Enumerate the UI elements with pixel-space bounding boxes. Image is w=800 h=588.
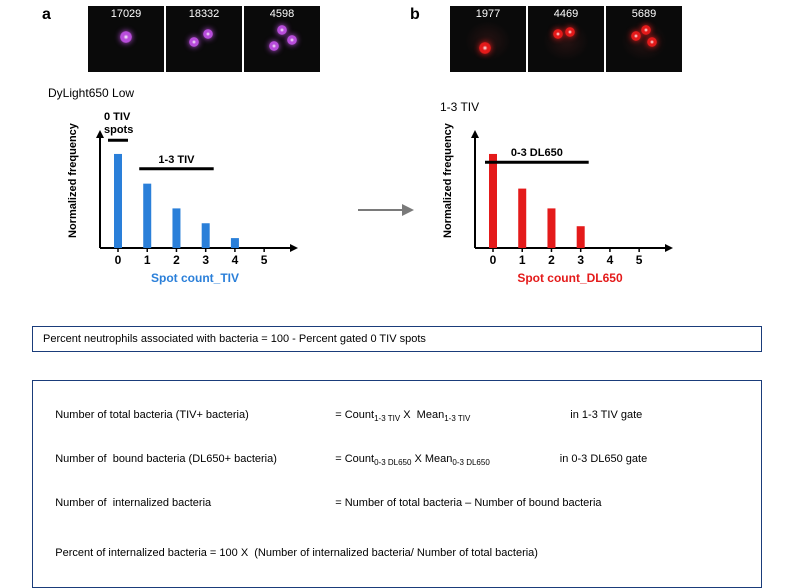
- microscopy-image-id: 17029: [111, 8, 142, 20]
- svg-text:3: 3: [202, 253, 209, 267]
- fluorescent-spot: [277, 25, 287, 35]
- fluorescent-spot: [565, 27, 575, 37]
- microscopy-image-id: 5689: [632, 8, 656, 20]
- formula2-line2: Number of bound bacteria (DL650+ bacteri…: [43, 441, 751, 479]
- svg-text:0: 0: [115, 253, 122, 267]
- formula-box-1: Percent neutrophils associated with bact…: [32, 326, 762, 352]
- svg-text:2: 2: [173, 253, 180, 267]
- fluorescent-spot: [553, 29, 563, 39]
- svg-text:0: 0: [490, 253, 497, 267]
- svg-text:2: 2: [548, 253, 555, 267]
- microscopy-image-id: 18332: [189, 8, 220, 20]
- formula2-line4: Percent of internalized bacteria = 100 X…: [43, 535, 751, 571]
- svg-text:4: 4: [607, 253, 614, 267]
- microscopy-image: 4469: [528, 6, 604, 72]
- microscopy-image: 4598: [244, 6, 320, 72]
- microscopy-image-id: 4598: [270, 8, 294, 20]
- svg-text:1: 1: [144, 253, 151, 267]
- svg-text:0-3 DL650: 0-3 DL650: [511, 147, 563, 159]
- fluorescent-spot: [189, 37, 199, 47]
- fluorescent-spot: [479, 42, 491, 54]
- cell-outline: [465, 21, 511, 61]
- fluorescent-spot: [631, 31, 641, 41]
- panel-a-condition: DyLight650 Low: [48, 86, 134, 100]
- formula2-line3: Number of internalized bacteria= Number …: [43, 485, 751, 521]
- formula2-line1: Number of total bacteria (TIV+ bacteria)…: [43, 397, 751, 435]
- microscopy-image-id: 4469: [554, 8, 578, 20]
- svg-text:1: 1: [519, 253, 526, 267]
- microscopy-image: 1977: [450, 6, 526, 72]
- chart-b: Normalized frequency012345Spot count_DL6…: [435, 118, 675, 268]
- microscopy-image: 18332: [166, 6, 242, 72]
- svg-text:Normalized frequency: Normalized frequency: [67, 122, 79, 238]
- microscopy-image-id: 1977: [476, 8, 500, 20]
- svg-text:4: 4: [232, 253, 239, 267]
- svg-text:1-3 TIV: 1-3 TIV: [158, 154, 195, 166]
- microscopy-image: 17029: [88, 6, 164, 72]
- chart-a: Normalized frequency012345Spot count_TIV…: [60, 118, 300, 268]
- fluorescent-spot: [120, 31, 132, 43]
- arrow-icon: [358, 200, 418, 225]
- formula-box-2: Number of total bacteria (TIV+ bacteria)…: [32, 380, 762, 588]
- fluorescent-spot: [647, 37, 657, 47]
- svg-text:5: 5: [636, 253, 643, 267]
- formula1-text: Percent neutrophils associated with bact…: [43, 333, 426, 345]
- panel-a-images: 17029 18332 4598: [88, 6, 320, 72]
- microscopy-image: 5689: [606, 6, 682, 72]
- panel-b-images: 1977 4469 5689: [450, 6, 682, 72]
- fluorescent-spot: [203, 29, 213, 39]
- svg-text:Normalized frequency: Normalized frequency: [442, 122, 454, 238]
- panel-b-condition: 1-3 TIV: [440, 100, 479, 114]
- svg-text:3: 3: [577, 253, 584, 267]
- svg-text:0 TIV: 0 TIV: [104, 111, 131, 123]
- svg-text:Spot count_DL650: Spot count_DL650: [517, 271, 623, 285]
- svg-text:Spot count_TIV: Spot count_TIV: [151, 271, 239, 285]
- fluorescent-spot: [641, 25, 651, 35]
- svg-text:5: 5: [261, 253, 268, 267]
- panel-a-label: a: [42, 6, 51, 24]
- svg-text:spots: spots: [104, 124, 133, 136]
- fluorescent-spot: [269, 41, 279, 51]
- panel-b-label: b: [410, 6, 420, 24]
- fluorescent-spot: [287, 35, 297, 45]
